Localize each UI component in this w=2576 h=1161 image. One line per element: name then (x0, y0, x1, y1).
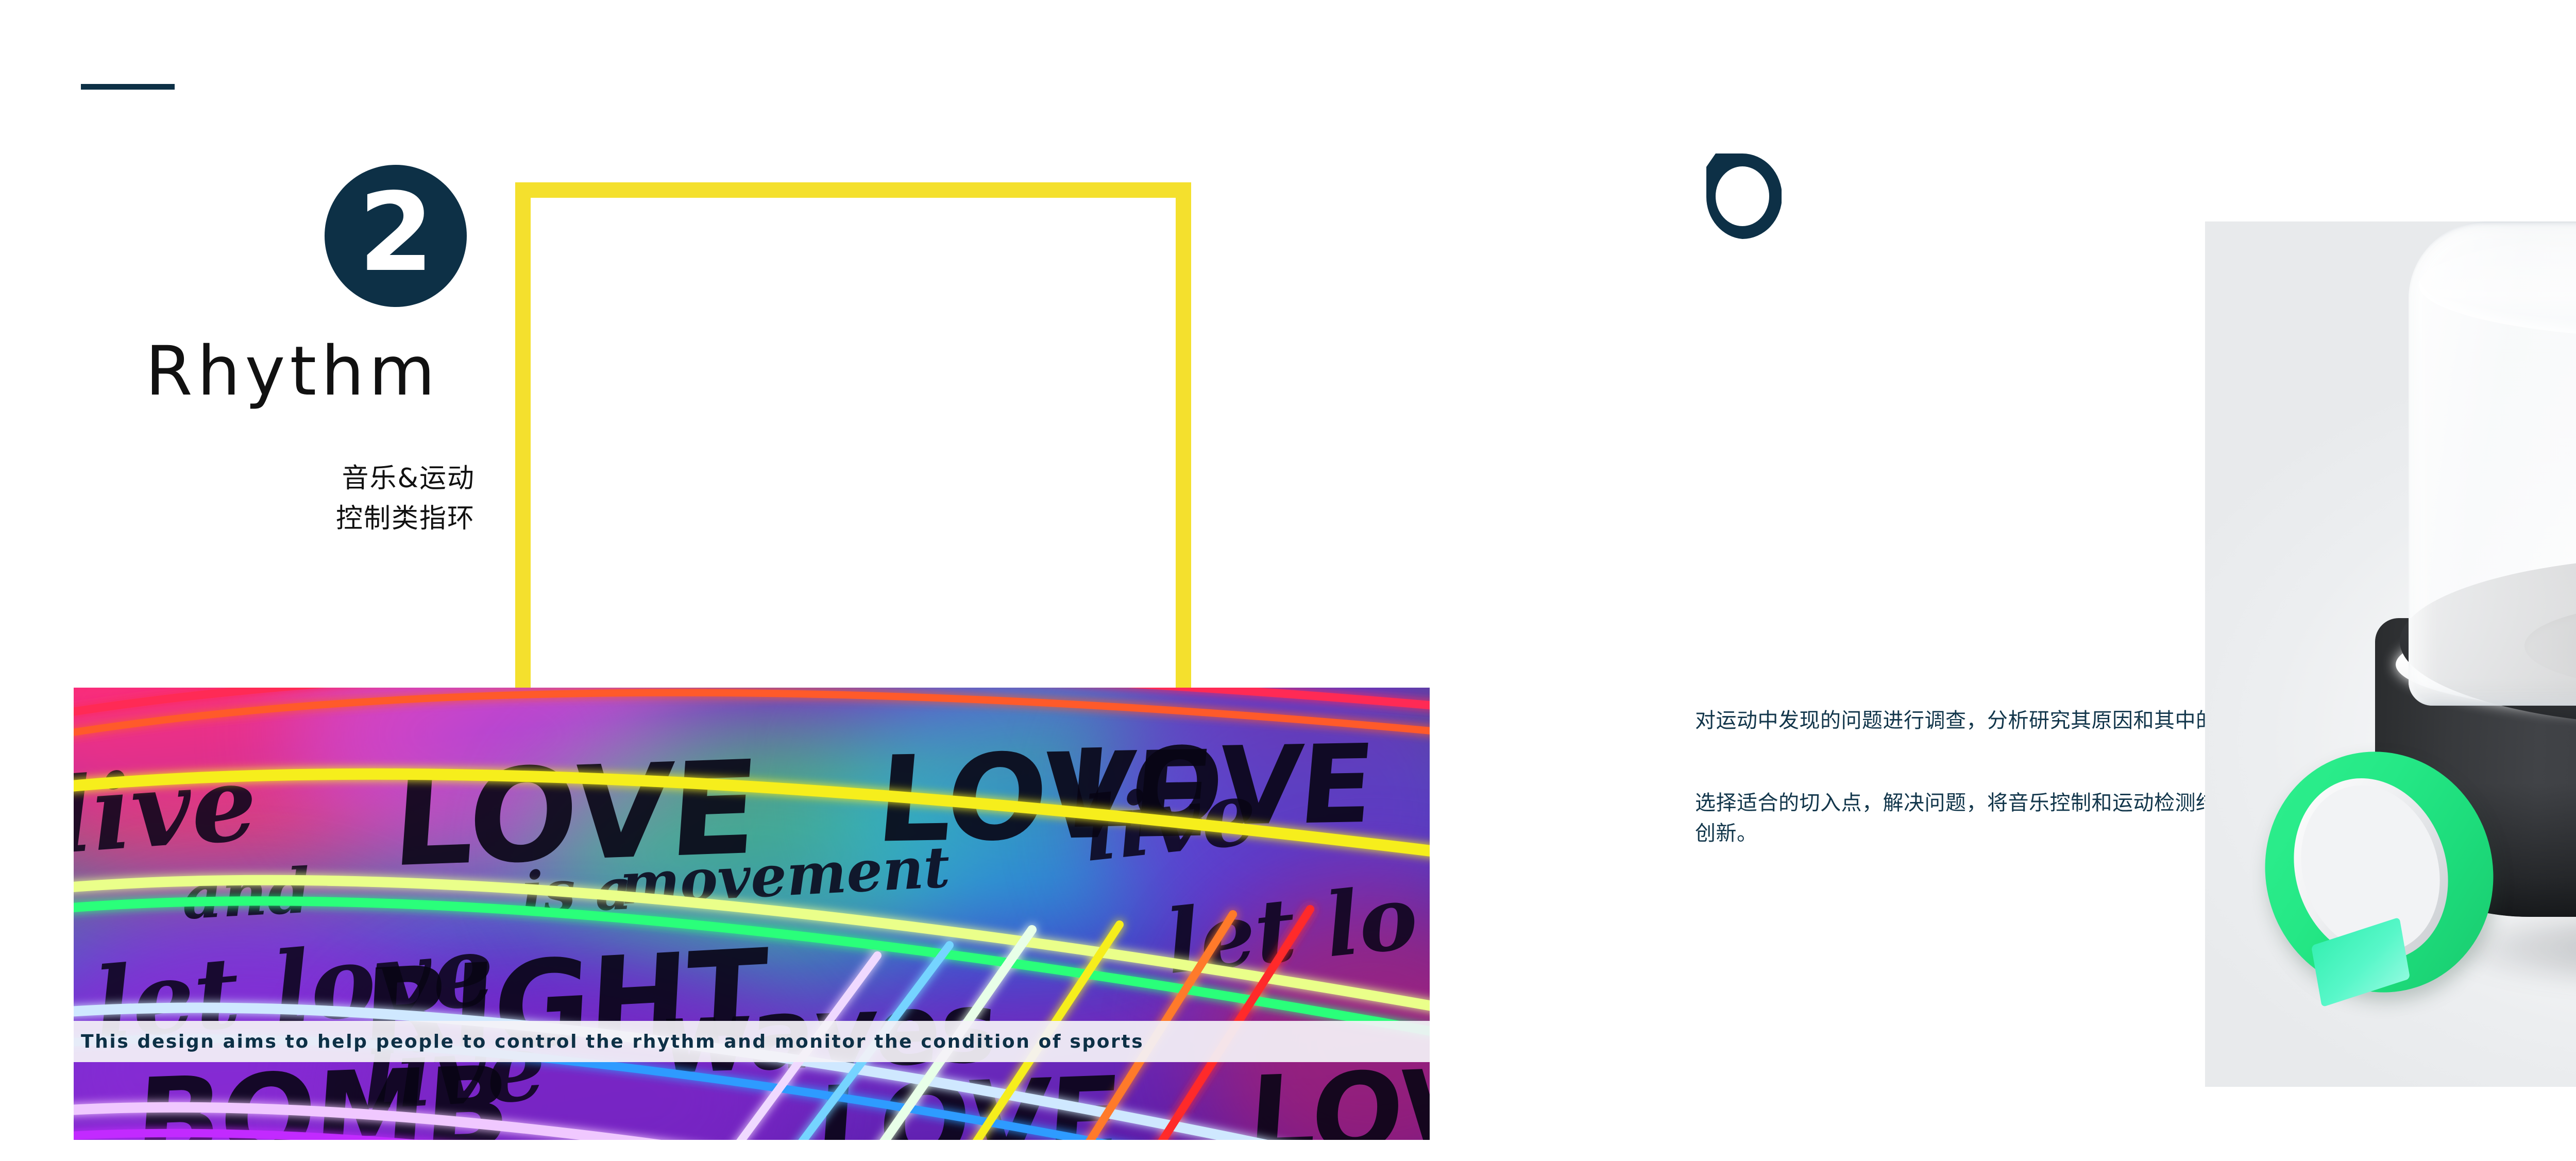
page-title: Rhythm (145, 332, 440, 411)
photo-caption-band: This design aims to help people to contr… (74, 1021, 1430, 1062)
neon-graffiti-photo: live and let love is a movement live let… (74, 688, 1430, 1140)
top-left-rule (81, 84, 175, 90)
body-paragraph-2: 选择适合的切入点，解决问题，将音乐控制和运动检测结合，实现创新。 (1695, 791, 2300, 846)
section-number-badge: 2 (325, 165, 467, 307)
page-subtitle-line-2: 控制类指环 (335, 503, 475, 534)
page-subtitle-line-1: 音乐&运动 (342, 463, 475, 494)
neon-tubes (74, 688, 1430, 1140)
body-paragraph-1: 对运动中发现的问题进行调查，分析研究其原因和其中的影响。 (1695, 709, 2279, 732)
page-subtitle: 音乐&运动 控制类指环 (155, 458, 475, 539)
glass-dome-edge (2409, 221, 2576, 706)
section-number-label: 2 (358, 169, 434, 296)
product-image (2205, 221, 2576, 1087)
photo-caption-text: This design aims to help people to contr… (81, 1031, 1144, 1052)
ring-mark-icon (1693, 149, 1782, 243)
